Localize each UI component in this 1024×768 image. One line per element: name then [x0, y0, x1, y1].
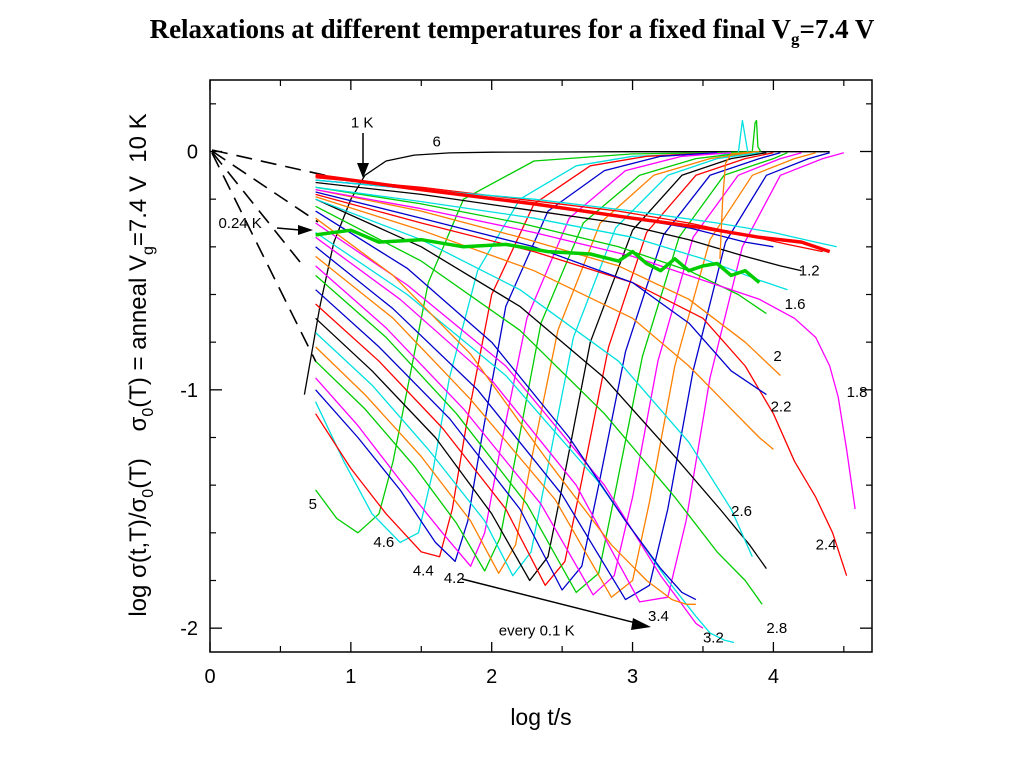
series-line-10 [315, 152, 767, 582]
annotation-17: 2.8 [766, 620, 787, 637]
x-tick-label-3: 3 [627, 666, 638, 688]
annotation-4: 1.6 [785, 296, 806, 313]
series-line-28 [315, 188, 781, 376]
annotation-layer: 1 K 6 0.24 K 1.2 1.6 2 1.8 2.2 5 4.6 4.4 4.2 2.6 2.4 3… [218, 115, 867, 647]
annotation-9: 4.6 [373, 534, 394, 551]
series-line-34 [315, 177, 823, 253]
x-tick-label-2: 2 [486, 666, 497, 688]
y-tick-label-0: 0 [187, 142, 198, 164]
annotation-1: 6 [433, 134, 441, 151]
annotation-8: 5 [309, 496, 317, 513]
series-line-25 [315, 196, 774, 450]
series-line-2 [315, 150, 760, 534]
annotation-0: 1 K [351, 115, 374, 132]
annotation-13: 2.4 [816, 537, 837, 554]
y-tick-label-1: -1 [180, 380, 198, 402]
series-line-39 [315, 173, 831, 254]
x-tick-label-4: 4 [768, 666, 779, 688]
fit-dashed-lines [211, 149, 356, 363]
arrow-024k [276, 227, 301, 231]
annotation-12: 2.6 [731, 503, 752, 520]
series-line-4 [315, 152, 718, 558]
dashed-line-2 [211, 150, 319, 223]
series-line-13 [315, 152, 788, 594]
annotation-11: 4.2 [444, 570, 465, 587]
arrows [276, 133, 651, 630]
x-tick-label-0: 0 [204, 666, 215, 688]
series-layer [303, 119, 856, 644]
series-line-18 [315, 231, 735, 644]
dashed-line-3 [211, 151, 301, 263]
arrow-024k-head [298, 225, 313, 235]
series-line-30 [315, 188, 856, 510]
arrow-every01k [461, 578, 641, 625]
annotation-7: 2.2 [771, 398, 792, 415]
series-line-5 [315, 152, 718, 563]
series-line-8 [315, 152, 753, 574]
series-line-11 [315, 152, 774, 586]
series-line-12 [315, 152, 781, 591]
x-tick-label-1: 1 [345, 666, 356, 688]
series-line-22 [315, 205, 763, 605]
plot-frame [209, 79, 873, 653]
series-line-14 [315, 152, 802, 596]
series-line-9 [315, 152, 760, 577]
annotation-6: 1.8 [847, 384, 868, 401]
series-line-37 [719, 150, 760, 259]
annotation-15: every 0.1 K [499, 622, 575, 639]
chart-title: Relaxations at different temperatures fo… [149, 14, 875, 49]
dashed-line-4 [211, 152, 317, 363]
series-line-17 [315, 152, 844, 603]
annotation-16: 3.2 [703, 629, 724, 646]
series-line-29 [315, 186, 767, 315]
series-line-36 [315, 228, 761, 284]
x-axis-label: log t/s [510, 704, 571, 730]
series-line-24 [315, 198, 753, 557]
series-line-31 [315, 186, 788, 291]
series-line-1 [303, 151, 830, 395]
series-line-27 [315, 191, 767, 396]
annotation-2: 0.24 K [218, 215, 261, 232]
series-line-7 [315, 152, 746, 572]
annotation-3: 1.2 [799, 262, 820, 279]
y-tick-label-2: -2 [180, 618, 198, 640]
arrow-every01k-head [631, 618, 651, 630]
series-line-23 [315, 198, 767, 569]
annotation-10: 4.4 [413, 563, 434, 580]
series-line-16 [315, 152, 830, 601]
arrow-1k-head [357, 163, 369, 178]
series-line-21 [315, 210, 697, 601]
series-line-20 [315, 217, 696, 605]
series-line-26 [315, 193, 848, 576]
series-line-38 [751, 119, 762, 152]
y-axis-label: log σ(t,T)/σ0(T) σ0(T) = anneal Vg=7.4 V… [125, 113, 157, 616]
annotation-14: 3.4 [648, 608, 669, 625]
annotation-5: 2 [773, 348, 781, 365]
series-line-32 [315, 181, 802, 272]
series-line-3 [315, 119, 760, 544]
ticks-layer: 0 1 2 3 4 0 -1 -2 [180, 80, 872, 688]
